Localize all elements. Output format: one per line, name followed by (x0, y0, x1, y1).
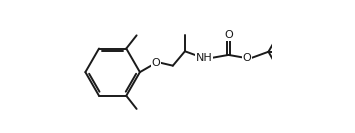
Text: O: O (152, 58, 160, 68)
Text: NH: NH (196, 53, 213, 63)
Text: O: O (224, 30, 233, 40)
Text: O: O (243, 53, 251, 63)
